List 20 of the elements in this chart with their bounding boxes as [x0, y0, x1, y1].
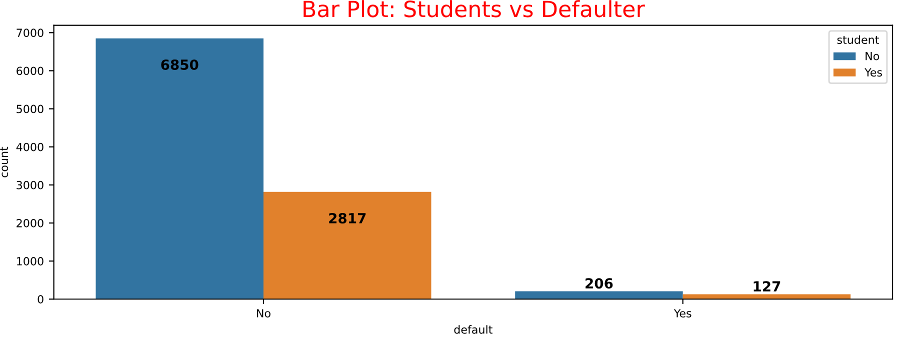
legend-title: student — [837, 35, 879, 44]
y-tick-label: 1000 — [17, 257, 44, 266]
bar — [263, 192, 432, 300]
y-tick-label: 5000 — [16, 104, 44, 114]
chart-title: Bar Plot: Students vs Defaulter — [304, 0, 645, 18]
x-axis-title: default — [454, 325, 492, 334]
y-tick-label: 4000 — [16, 142, 44, 152]
y-tick-label: 7000 — [16, 28, 44, 38]
data-label: 6850 — [161, 59, 198, 70]
bar — [96, 38, 264, 300]
y-tick-label: 3000 — [16, 180, 44, 190]
data-label: 206 — [586, 278, 613, 289]
legend-label: No — [866, 52, 880, 60]
data-label: 127 — [754, 281, 780, 292]
y-axis-title: count — [0, 146, 8, 178]
data-label: 2817 — [329, 212, 366, 224]
y-tick-label: 0 — [38, 295, 44, 304]
y-tick-label: 2000 — [16, 218, 44, 228]
legend-label: Yes — [864, 68, 882, 77]
y-tick-label: 6000 — [16, 66, 44, 76]
